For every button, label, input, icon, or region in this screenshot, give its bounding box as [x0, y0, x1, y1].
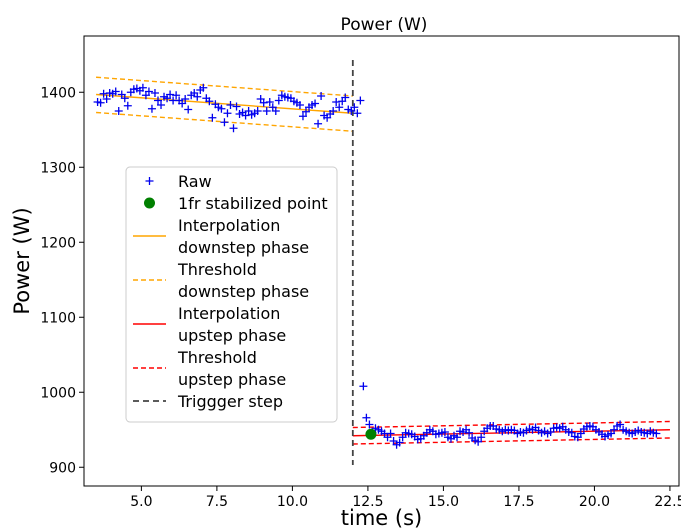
raw-point — [311, 99, 320, 108]
legend-entry: Triggger step — [177, 392, 283, 411]
raw-point — [386, 429, 395, 438]
raw-point — [353, 109, 362, 118]
y-tick-label: 1000 — [40, 385, 76, 401]
raw-point — [184, 105, 193, 114]
interpolation-line — [96, 93, 353, 114]
raw-point — [208, 113, 217, 122]
raw-point — [147, 104, 156, 113]
raw-point — [166, 90, 175, 99]
x-axis-title: time (s) — [341, 506, 422, 530]
x-tick-label: 15.0 — [428, 494, 459, 510]
plot-frame — [83, 35, 680, 487]
raw-point — [178, 99, 187, 108]
x-tick-label: 22.5 — [654, 494, 681, 510]
raw-point — [362, 413, 371, 422]
raw-point — [229, 124, 238, 133]
raw-point — [359, 382, 368, 391]
x-tick-label: 17.5 — [503, 494, 534, 510]
raw-point — [271, 107, 280, 115]
raw-point — [265, 98, 274, 106]
raw-point — [329, 107, 338, 115]
x-tick-label: 10.0 — [277, 494, 308, 510]
raw-point — [259, 98, 268, 107]
raw-point — [576, 429, 585, 438]
raw-point — [398, 433, 407, 442]
raw-point — [301, 107, 310, 116]
y-tick-label: 1300 — [40, 160, 76, 176]
y-tick-label: 1200 — [40, 235, 76, 251]
raw-point — [298, 112, 307, 121]
raw-point — [153, 96, 162, 105]
y-tick-label: 1400 — [40, 85, 76, 101]
x-tick-label: 20.0 — [579, 494, 610, 510]
raw-point — [172, 91, 181, 100]
raw-point — [253, 107, 262, 115]
raw-point — [356, 96, 365, 105]
raw-point — [181, 95, 190, 103]
raw-point — [317, 92, 326, 100]
y-tick-label: 900 — [49, 460, 76, 476]
chart-title: Power (W) — [341, 15, 428, 35]
raw-point — [232, 102, 241, 111]
raw-point — [616, 420, 625, 429]
raw-point — [332, 98, 341, 106]
raw-point — [262, 107, 271, 115]
x-tick-label: 12.5 — [352, 494, 383, 510]
legend-entry: Threshold downstep phase — [177, 260, 309, 301]
raw-point — [223, 109, 232, 118]
legend-entry: Threshold upstep phase — [177, 348, 286, 389]
raw-point — [144, 87, 153, 96]
legend-raw-marker — [145, 177, 154, 185]
raw-point — [314, 119, 323, 128]
y-axis-title: Power (W) — [10, 207, 34, 314]
raw-point — [205, 97, 214, 106]
raw-point — [474, 437, 483, 446]
raw-point — [440, 428, 449, 436]
raw-point — [453, 433, 462, 442]
raw-point — [199, 83, 208, 92]
raw-point — [395, 438, 404, 447]
raw-point — [138, 83, 147, 92]
raw-point — [652, 429, 661, 438]
raw-point — [274, 96, 283, 105]
raw-point — [477, 433, 486, 442]
x-tick-label: 5.0 — [130, 494, 152, 510]
raw-point — [114, 107, 123, 115]
legend: Raw 1fr stabilized point Interpolation down… — [125, 166, 338, 423]
legend-entry: Interpolation upstep phase — [178, 304, 286, 345]
raw-point — [120, 94, 129, 103]
raw-point — [111, 87, 120, 96]
raw-point — [123, 101, 132, 110]
raw-point — [157, 101, 166, 109]
raw-point — [226, 101, 235, 109]
y-tick-label: 1100 — [40, 310, 76, 326]
raw-point — [350, 103, 359, 112]
raw-point — [365, 420, 374, 429]
stabilized-point — [365, 428, 377, 440]
raw-point — [102, 95, 111, 103]
threshold-line — [96, 76, 353, 97]
raw-point — [193, 92, 202, 101]
raw-point — [335, 103, 344, 112]
legend-box — [125, 166, 338, 423]
raw-point — [217, 104, 226, 113]
x-tick-label: 7.5 — [206, 494, 228, 510]
plot-area — [93, 60, 670, 465]
raw-point — [341, 93, 350, 102]
legend-entry: 1fr stabilized point — [178, 194, 328, 213]
threshold-line — [352, 437, 670, 445]
raw-point — [465, 428, 474, 437]
legend-entry: Raw — [178, 172, 212, 191]
legend-entry: Interpolation downstep phase — [178, 216, 309, 257]
raw-point — [96, 98, 105, 107]
raw-point — [295, 101, 304, 109]
legend-stabilized-marker — [144, 197, 155, 209]
raw-point — [150, 89, 159, 97]
raw-point — [220, 118, 229, 127]
axis-ticks: 5.0 7.5 10.0 12.5 15.0 17.5 20.0 22.5 900 1000 110… — [40, 85, 681, 510]
raw-point — [241, 111, 250, 120]
raw-point — [99, 89, 108, 98]
